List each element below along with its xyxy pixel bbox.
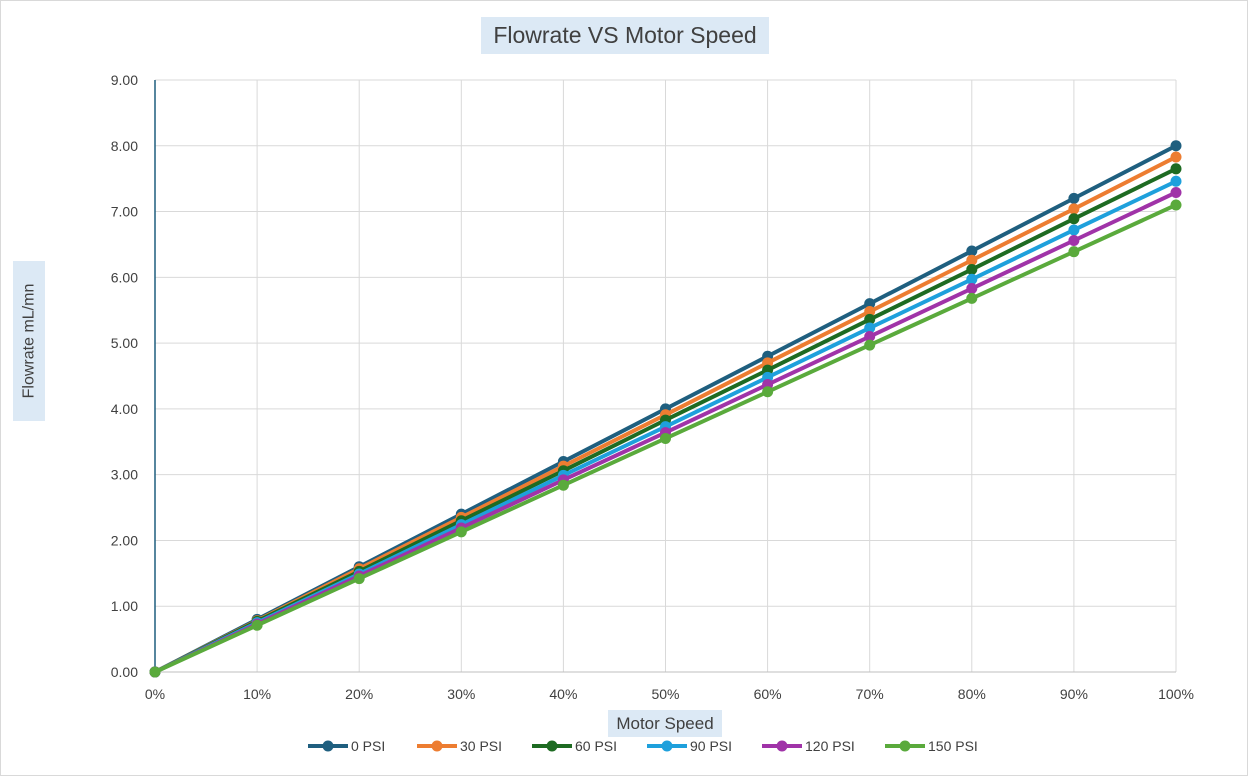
data-point [1170, 199, 1182, 211]
grid-layer [155, 79, 1177, 672]
x-tick-label: 100% [1158, 686, 1194, 702]
x-tick-label: 60% [754, 686, 782, 702]
data-point [762, 386, 774, 398]
legend-entry: 60 PSI [532, 738, 617, 754]
data-point [660, 432, 671, 444]
data-point [966, 292, 978, 304]
x-tick-label: 40% [549, 686, 577, 702]
x-tick-label: 50% [651, 686, 679, 702]
data-point [966, 245, 978, 257]
x-tick-label: 20% [345, 686, 373, 702]
data-point [1170, 163, 1182, 175]
data-point [1170, 175, 1182, 187]
x-tick-label: 0% [145, 686, 165, 702]
y-tick-label: 3.00 [111, 467, 138, 483]
legend-label: 60 PSI [575, 738, 617, 754]
legend-label: 120 PSI [805, 738, 855, 754]
y-tick-label: 1.00 [111, 598, 138, 614]
y-axis-label: Flowrate mL/mn [20, 283, 38, 399]
x-tick-label: 10% [243, 686, 271, 702]
x-tick-label: 90% [1060, 686, 1088, 702]
legend-swatch-marker [322, 740, 334, 752]
y-tick-label: 2.00 [111, 532, 138, 548]
data-point [1068, 203, 1080, 215]
data-point [864, 339, 876, 351]
x-tick-label: 70% [856, 686, 884, 702]
legend-entry: 120 PSI [762, 738, 855, 754]
legend-label: 90 PSI [690, 738, 732, 754]
chart-title: Flowrate VS Motor Speed [493, 22, 757, 48]
legend-entry: 30 PSI [417, 738, 502, 754]
legend-swatch-marker [431, 740, 443, 752]
data-point [966, 263, 978, 275]
data-point [864, 306, 876, 318]
data-point [149, 666, 161, 678]
data-point [1170, 140, 1182, 152]
y-tick-label: 7.00 [111, 204, 138, 220]
data-point [251, 619, 263, 631]
chart-title-box: Flowrate VS Motor Speed [481, 17, 769, 54]
data-point [1068, 234, 1080, 246]
data-point [1068, 246, 1080, 258]
data-point [1068, 224, 1080, 236]
data-point [455, 526, 467, 538]
legend-entry: 150 PSI [885, 738, 978, 754]
legend-swatch-marker [661, 740, 673, 752]
legend-label: 150 PSI [928, 738, 978, 754]
legend: 0 PSI 30 PSI 60 PSI 90 PSI 120 PSI 150 PSI [308, 738, 978, 754]
x-tick-label: 80% [958, 686, 986, 702]
data-point [864, 313, 876, 325]
x-axis-label: Motor Speed [616, 713, 714, 733]
y-tick-label: 5.00 [111, 335, 138, 351]
data-point [966, 273, 978, 285]
data-point [1170, 151, 1182, 163]
legend-label: 30 PSI [460, 738, 502, 754]
data-point [864, 298, 876, 310]
legend-entry: 0 PSI [308, 738, 385, 754]
legend-swatch-marker [776, 740, 788, 752]
data-point [864, 331, 876, 343]
y-tick-label: 8.00 [111, 138, 138, 154]
data-point [557, 479, 569, 491]
legend-label: 0 PSI [351, 738, 385, 754]
data-point [864, 322, 876, 334]
y-tick-label: 9.00 [111, 72, 138, 88]
data-point [1170, 186, 1182, 198]
data-point [353, 573, 365, 585]
data-point [966, 283, 978, 295]
series-150-psi [149, 199, 1182, 678]
y-tick-label: 6.00 [111, 269, 138, 285]
data-point [966, 254, 978, 266]
legend-swatch-marker [899, 740, 911, 752]
legend-swatch-marker [546, 740, 558, 752]
legend-entry: 90 PSI [647, 738, 732, 754]
data-point [1068, 192, 1080, 204]
series-layer [149, 140, 1182, 678]
y-tick-label: 0.00 [111, 664, 138, 680]
axis-layer: 0.00 1.00 2.00 3.00 4.00 5.00 6.00 7.00 8.00 9.00… [111, 72, 1194, 702]
x-axis-label-box: Motor Speed [608, 710, 722, 737]
data-point [1068, 213, 1080, 225]
y-axis-label-box: Flowrate mL/mn [13, 261, 45, 421]
y-tick-label: 4.00 [111, 401, 138, 417]
x-tick-label: 30% [447, 686, 475, 702]
